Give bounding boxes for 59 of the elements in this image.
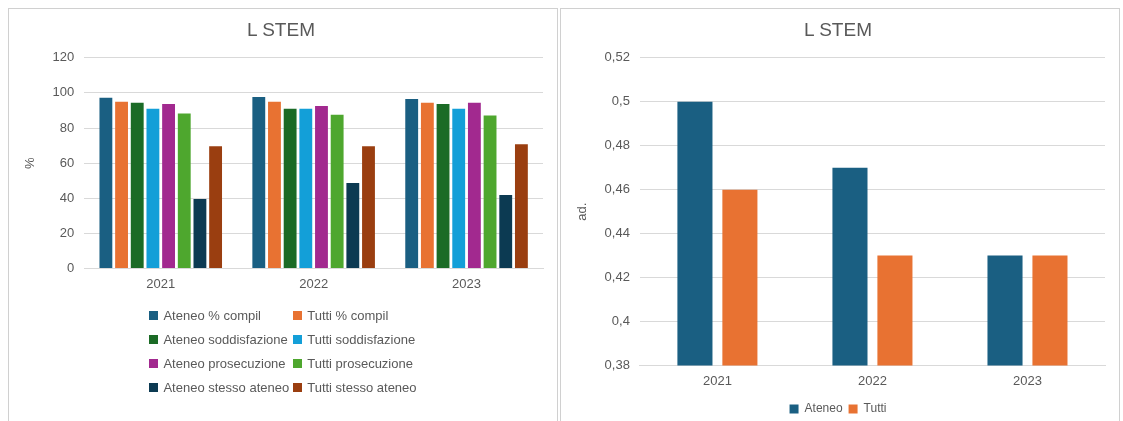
y-tick-label: 100 <box>52 84 75 100</box>
bar <box>467 102 481 268</box>
legend-label: Ateneo stesso ateneo <box>163 380 290 395</box>
bar <box>146 108 160 268</box>
bar <box>283 108 297 268</box>
y-tick-label: 0,46 <box>604 181 630 197</box>
y-tick-label: 0,5 <box>611 93 630 109</box>
bar <box>483 115 497 268</box>
bar <box>130 102 144 268</box>
legend-label: Tutti prosecuzione <box>307 356 413 371</box>
legend-label: Tutti <box>863 401 887 416</box>
bar <box>252 96 266 268</box>
bar <box>209 146 223 268</box>
x-tick-label: 2022 <box>857 372 887 388</box>
chart-title: L STEM <box>247 18 315 40</box>
bar <box>436 103 450 268</box>
y-tick-label: 0,44 <box>604 225 630 241</box>
chart-title: L STEM <box>804 18 872 40</box>
x-tick-label: 2023 <box>452 275 482 291</box>
bar <box>162 103 175 268</box>
y-tick-label: 0,4 <box>611 313 630 329</box>
legend-label: Ateneo prosecuzione <box>163 356 286 371</box>
bar <box>330 114 344 268</box>
bar <box>420 102 434 268</box>
bar <box>99 97 113 268</box>
legend-label: Ateneo soddisfazione <box>163 332 288 347</box>
bar <box>499 195 513 268</box>
bar <box>299 108 313 268</box>
y-axis-title: ad. <box>574 202 590 221</box>
y-tick-label: 0,42 <box>604 269 630 285</box>
y-tick-label: 20 <box>59 224 75 240</box>
bar <box>346 183 360 268</box>
y-tick-label: 0 <box>67 259 75 275</box>
bar <box>362 146 375 268</box>
bar <box>452 108 466 268</box>
bar <box>115 101 128 268</box>
bar <box>193 199 207 268</box>
bar <box>268 101 281 268</box>
y-tick-label: 40 <box>59 189 75 205</box>
y-tick-label: 0,52 <box>604 49 630 65</box>
legend-label: Ateneo % compil <box>163 308 261 323</box>
legend-label: Tutti stesso ateneo <box>307 380 417 395</box>
y-tick-label: 80 <box>59 119 75 135</box>
legend-label: Tutti % compil <box>307 308 389 323</box>
legend-label: Tutti soddisfazione <box>307 332 416 347</box>
y-tick-label: 0,48 <box>604 137 630 153</box>
bar <box>177 113 191 268</box>
x-tick-label: 2021 <box>146 275 176 291</box>
y-tick-label: 0,38 <box>604 356 630 372</box>
x-tick-label: 2022 <box>299 275 329 291</box>
x-tick-label: 2021 <box>702 372 732 388</box>
bar <box>315 106 328 268</box>
bar <box>405 99 419 268</box>
y-tick-label: 60 <box>59 154 75 170</box>
bar <box>514 144 528 268</box>
y-tick-label: 120 <box>52 49 75 65</box>
y-axis-title: % <box>22 156 38 169</box>
x-tick-label: 2023 <box>1013 372 1042 388</box>
legend-label: Ateneo <box>804 401 843 416</box>
